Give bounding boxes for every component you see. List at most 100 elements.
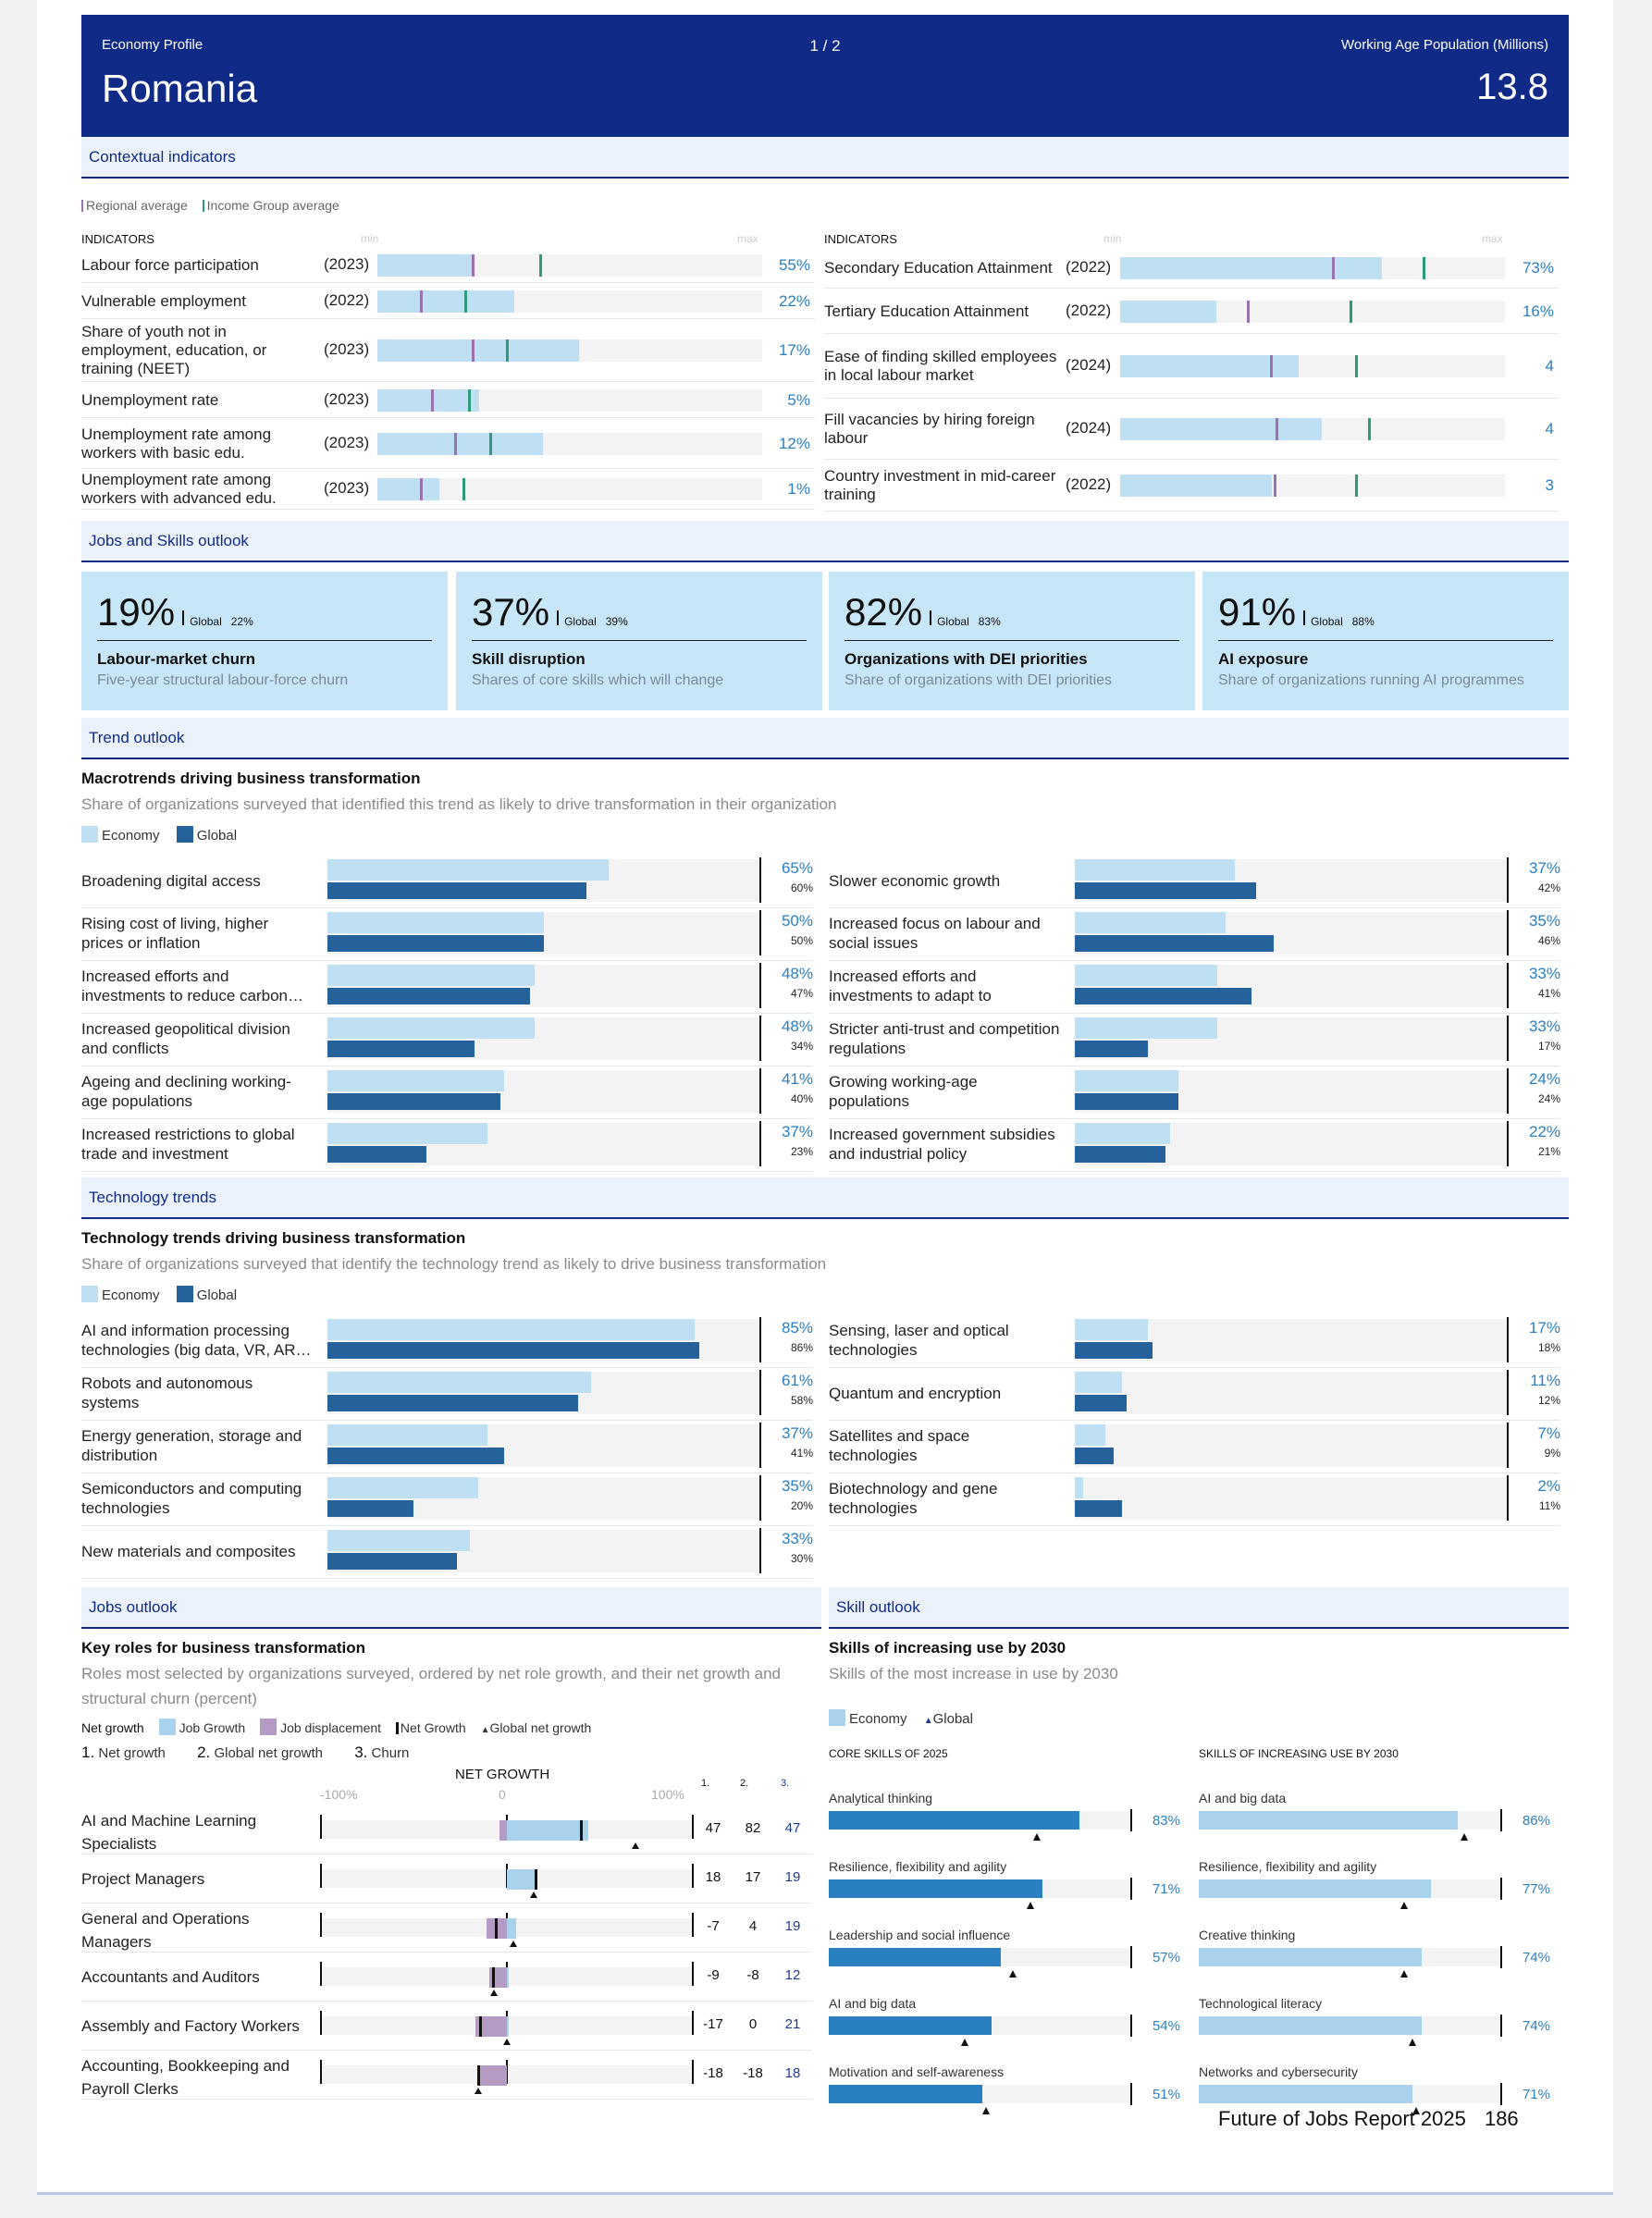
- bar-end-line: [1507, 1475, 1509, 1521]
- trend-row: Semiconductors and computing technologie…: [81, 1473, 813, 1526]
- skill-end-line: [1500, 1809, 1502, 1831]
- global-value: 46%: [1537, 934, 1560, 947]
- key-roles-title: Key roles for business transformation: [81, 1639, 366, 1657]
- bar-end-line: [759, 1016, 761, 1061]
- indicator-value: 22%: [778, 291, 810, 310]
- kpi-subtitle: Share of organizations running AI progra…: [1218, 672, 1524, 688]
- global-value: 30%: [790, 1552, 813, 1565]
- technology-subtitle: Share of organizations surveyed that ide…: [81, 1255, 827, 1273]
- indicator-year: (2023): [324, 479, 370, 497]
- skill-fill: [829, 1948, 1001, 1966]
- axis-left-line: [320, 2011, 322, 2035]
- kpi-global-value: 22%: [230, 615, 253, 628]
- global-value: 50%: [790, 934, 813, 947]
- kpi-separator: [930, 610, 932, 625]
- axis-right-line: [692, 1913, 694, 1937]
- income-group-mark: [1368, 418, 1372, 440]
- kpi-rule: [844, 640, 1179, 641]
- economy-value: 48%: [781, 965, 813, 982]
- job-displacement-bar: [476, 2065, 507, 2086]
- report-title: Future of Jobs Report 2025: [1218, 2107, 1466, 2130]
- kpi-global-value: 83%: [978, 615, 1001, 628]
- indicators-header-right: INDICATORS: [824, 232, 897, 246]
- job-growth-bar: [507, 1967, 509, 1988]
- job-displacement-label: Job displacement: [280, 1720, 382, 1735]
- income-group-average-tick: [202, 200, 204, 212]
- trend-track: [327, 1370, 761, 1415]
- trend-track: [327, 1475, 761, 1521]
- trend-track: [1075, 1475, 1509, 1521]
- economy-bar: [1075, 1424, 1105, 1446]
- economy-value: 22%: [1528, 1123, 1560, 1140]
- kpi-card: 37% Global 39% Skill disruption Shares of co…: [456, 572, 822, 710]
- economy-bar: [327, 1424, 487, 1446]
- economy-value: 33%: [1528, 965, 1560, 982]
- indicator-label: Vulnerable employment: [81, 291, 246, 310]
- max-label-left: max: [737, 232, 758, 245]
- kpi-separator: [557, 610, 560, 625]
- global-net-growth-value: 0: [748, 2016, 758, 2032]
- global-value: 40%: [790, 1092, 813, 1105]
- kpi-title: Labour-market churn: [97, 650, 255, 668]
- regional-average-mark: [1274, 474, 1277, 497]
- indicator-track: [1120, 256, 1505, 279]
- axis-right-line: [692, 2060, 694, 2084]
- indicator-year: (2024): [1066, 356, 1112, 374]
- role-label: General and Operations Managers: [81, 1910, 250, 1951]
- economy-value: 48%: [781, 1017, 813, 1035]
- global-bar: [327, 1448, 505, 1464]
- economy-bar: [1075, 1017, 1218, 1039]
- kpi-rule: [97, 640, 432, 641]
- indicator-row: Country investment in mid-career trainin…: [824, 460, 1559, 511]
- net-growth-tick: [579, 1820, 583, 1841]
- indicator-fill: [1120, 300, 1216, 323]
- skill-track: [829, 1809, 1132, 1831]
- trend-track: [1075, 1121, 1509, 1166]
- legend-l3: Churn: [371, 1745, 410, 1761]
- trend-label: Growing working-age populations: [829, 1073, 978, 1110]
- indicator-track: [1120, 300, 1505, 323]
- economy-bar: [327, 1530, 471, 1551]
- economy-bar: [327, 1123, 487, 1144]
- indicator-label: Secondary Education Attainment: [824, 258, 1053, 277]
- skill-row: Resilience, flexibility and agility 77%: [1199, 1859, 1569, 1928]
- skill-end-line: [1500, 1878, 1502, 1900]
- skill-name: Leadership and social influence: [829, 1928, 1011, 1942]
- bar-end-line: [1507, 963, 1509, 1008]
- global-value: 86%: [790, 1341, 813, 1354]
- indicator-value: 12%: [778, 434, 810, 452]
- indicator-fill: [377, 290, 514, 313]
- trend-label: Increased restrictions to global trade a…: [81, 1126, 295, 1163]
- section-technology-trends: Technology trends: [81, 1177, 1569, 1219]
- global-net-growth-triangle: [529, 1891, 537, 1898]
- role-label: Accounting, Bookkeeping and Payroll Cler…: [81, 2057, 290, 2098]
- global-value: 34%: [790, 1040, 813, 1053]
- skill-name: Resilience, flexibility and agility: [1199, 1859, 1377, 1874]
- indicator-row: Vulnerable employment (2022) 22%: [81, 283, 815, 319]
- income-group-mark: [1354, 474, 1358, 497]
- skill-name: Motivation and self-awareness: [829, 2064, 1005, 2079]
- bar-end-line: [1507, 857, 1509, 903]
- axis-zero-label: 0: [499, 1787, 506, 1802]
- technology-legend: Economy Global: [81, 1286, 237, 1303]
- bar-end-line: [1507, 910, 1509, 955]
- global-bar: [1075, 1448, 1115, 1464]
- job-growth-bar: [507, 2016, 509, 2037]
- indicator-year: (2024): [1066, 419, 1112, 437]
- kpi-value: 37%: [472, 590, 550, 634]
- skill-end-line: [1500, 2015, 1502, 2037]
- regional-average-tick: [81, 200, 83, 212]
- skill-value: 83%: [1152, 1813, 1180, 1829]
- bar-end-line: [759, 1370, 761, 1415]
- economy-value: 37%: [781, 1424, 813, 1442]
- global-value: 23%: [790, 1145, 813, 1158]
- trend-label: Semiconductors and computing technologie…: [81, 1480, 302, 1517]
- economy-value: 11%: [1530, 1372, 1560, 1389]
- net-growth-value: -7: [707, 1918, 720, 1934]
- skill-row: Motivation and self-awareness 51%: [829, 2064, 1199, 2133]
- indicator-track: [377, 253, 762, 277]
- kpi-subtitle: Share of organizations with DEI prioriti…: [844, 672, 1113, 688]
- skill-fill: [1199, 1879, 1432, 1898]
- regional-average-mark: [471, 253, 475, 277]
- indicator-value: 4: [1545, 357, 1554, 375]
